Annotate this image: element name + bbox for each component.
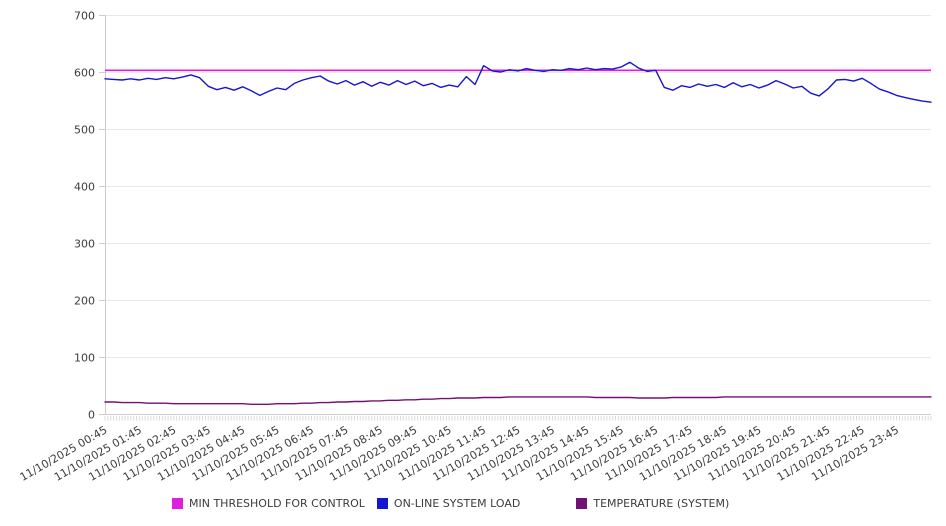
- on-line-system-load-line: [104, 61, 932, 103]
- y-tick-label: 700: [74, 10, 95, 23]
- legend-label: MIN THRESHOLD FOR CONTROL: [189, 497, 365, 510]
- y-tick-label: 600: [74, 67, 95, 80]
- chart-legend: MIN THRESHOLD FOR CONTROL ON-LINE SYSTEM …: [172, 497, 741, 510]
- legend-swatch-icon: [376, 498, 388, 509]
- legend-label: ON-LINE SYSTEM LOAD: [393, 497, 521, 510]
- legend-item-temperature-system[interactable]: TEMPERATURE (SYSTEM): [576, 497, 729, 510]
- temperature-system-line: [104, 396, 932, 405]
- legend-item-min-threshold-for-control[interactable]: MIN THRESHOLD FOR CONTROL: [172, 497, 365, 510]
- y-tick-label: 0: [88, 409, 95, 422]
- legend-label: TEMPERATURE (SYSTEM): [593, 497, 730, 510]
- legend-swatch-icon: [172, 498, 183, 509]
- y-tick-label: 200: [74, 295, 95, 308]
- y-tick-label: 500: [74, 124, 95, 137]
- legend-item-on-line-system-load[interactable]: ON-LINE SYSTEM LOAD: [376, 497, 521, 510]
- y-tick-label: 400: [74, 181, 95, 194]
- y-tick-label: 300: [74, 238, 95, 251]
- y-tick-label: 100: [74, 352, 95, 365]
- legend-swatch-icon: [576, 498, 588, 509]
